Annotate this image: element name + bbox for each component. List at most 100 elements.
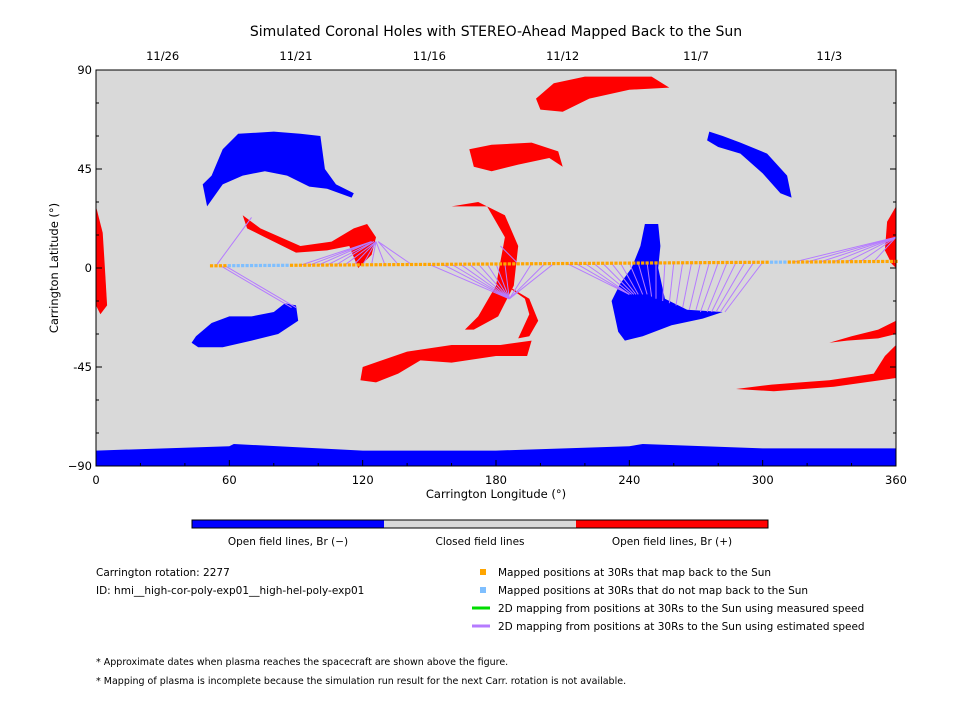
mapped-position-43 [401, 262, 405, 267]
coronal-hole-positive-13 [736, 345, 896, 392]
colorbar-segment-0 [192, 520, 384, 528]
mapped-position-71 [525, 262, 529, 266]
legend-label-2: 2D mapping from positions at 30Rs to the… [498, 603, 864, 615]
unmapped-position-17 [285, 263, 289, 267]
mapping-line-10 [362, 241, 377, 266]
mapping-line-51 [793, 236, 897, 263]
mapping-line-21 [486, 263, 510, 300]
unmapped-position-4 [227, 264, 231, 268]
mapped-position-117 [729, 260, 734, 265]
mapped-position-108 [689, 261, 694, 265]
mapped-position-109 [694, 261, 698, 265]
mapped-position-18 [289, 263, 294, 267]
mapped-position-91 [614, 261, 618, 265]
mapped-position-53 [445, 262, 449, 266]
mapped-position-27 [329, 263, 334, 267]
unmapped-position-129 [783, 260, 787, 264]
mapped-position-135 [809, 260, 814, 264]
mapping-line-13 [377, 241, 399, 265]
mapped-position-49 [427, 262, 431, 266]
mapped-position-81 [569, 261, 574, 266]
unmapped-position-126 [769, 260, 774, 264]
mapped-position-101 [658, 261, 663, 265]
unmapped-position-128 [778, 260, 783, 264]
mapped-position-125 [765, 260, 769, 264]
mapped-position-22 [307, 263, 311, 267]
mapped-position-147 [863, 260, 867, 264]
mapped-position-123 [756, 260, 760, 264]
mapped-position-148 [867, 259, 871, 264]
colorbar-label-2: Open field lines, Br (+) [612, 536, 732, 548]
legend-label-1: Mapped positions at 30Rs that do not map… [498, 585, 808, 597]
mapped-position-97 [641, 261, 645, 265]
top-date-label-2: 11/16 [413, 49, 446, 63]
mapped-position-96 [636, 261, 640, 265]
mapping-line-48 [715, 262, 746, 313]
mapped-position-75 [543, 262, 547, 266]
y-tick-label-3: -45 [73, 360, 92, 374]
mapped-position-100 [654, 261, 658, 265]
coronal-hole-negative-0 [96, 444, 896, 466]
mapped-position-113 [712, 260, 716, 265]
mapped-position-83 [578, 261, 583, 266]
mapped-position-104 [672, 261, 676, 265]
y-axis-label: Carrington Latitude (°) [47, 203, 61, 333]
unmapped-position-15 [276, 263, 280, 267]
mapped-position-124 [761, 260, 765, 264]
mapped-position-120 [743, 260, 747, 264]
mapped-position-115 [721, 260, 725, 265]
mapped-position-102 [663, 261, 667, 265]
mapped-position-25 [321, 263, 325, 267]
mapped-position-56 [458, 262, 463, 266]
mapping-line-41 [675, 262, 684, 306]
unmapped-position-9 [249, 263, 254, 268]
mapped-position-61 [481, 262, 485, 266]
mapping-line-42 [682, 262, 693, 308]
top-date-label-4: 11/7 [683, 49, 709, 63]
mapped-position-29 [338, 263, 343, 267]
mapped-position-40 [387, 263, 391, 267]
mapping-line-43 [688, 262, 701, 310]
unmapped-position-5 [232, 264, 236, 268]
mapped-position-59 [472, 262, 476, 266]
mapped-position-94 [627, 261, 631, 265]
mapped-position-52 [441, 262, 445, 266]
note-dates: * Approximate dates when plasma reaches … [96, 657, 508, 668]
mapped-position-152 [885, 259, 889, 264]
mapped-position-60 [476, 262, 480, 266]
unmapped-position-16 [281, 263, 285, 267]
mapped-position-55 [454, 262, 458, 266]
mapped-position-64 [494, 262, 498, 266]
mapped-position-69 [516, 262, 520, 266]
mapped-position-50 [432, 262, 436, 266]
mapped-position-78 [556, 261, 560, 266]
mapping-line-0 [215, 217, 252, 267]
mapped-position-34 [361, 263, 365, 267]
coronal-holes [96, 76, 896, 466]
mapped-position-90 [609, 261, 614, 265]
mapped-position-47 [418, 262, 423, 267]
mapped-position-134 [805, 260, 809, 264]
mapped-position-31 [347, 263, 351, 267]
mapped-position-73 [534, 262, 538, 266]
mapped-position-121 [747, 260, 751, 264]
coronal-hole-positive-14 [829, 320, 896, 343]
legend-label-0: Mapped positions at 30Rs that map back t… [498, 567, 771, 579]
x-axis-label: Carrington Longitude (°) [426, 487, 566, 501]
mapping-line-44 [695, 262, 710, 310]
coronal-hole-positive-10 [451, 202, 519, 330]
mapped-position-76 [547, 262, 551, 266]
mapping-line-17 [451, 263, 510, 300]
mapped-position-37 [374, 263, 378, 267]
top-date-label-0: 11/26 [146, 49, 179, 63]
mapped-position-103 [667, 261, 671, 265]
mapping-line-26 [508, 263, 546, 300]
unmapped-position-10 [254, 263, 258, 268]
mapped-position-111 [703, 261, 707, 265]
mapped-position-131 [792, 260, 796, 264]
mapping-line-45 [699, 262, 719, 313]
mapping-line-22 [495, 263, 510, 299]
mapped-position-145 [854, 260, 858, 264]
chart-title: Simulated Coronal Holes with STEREO-Ahea… [250, 24, 742, 40]
mapped-position-87 [596, 261, 600, 265]
